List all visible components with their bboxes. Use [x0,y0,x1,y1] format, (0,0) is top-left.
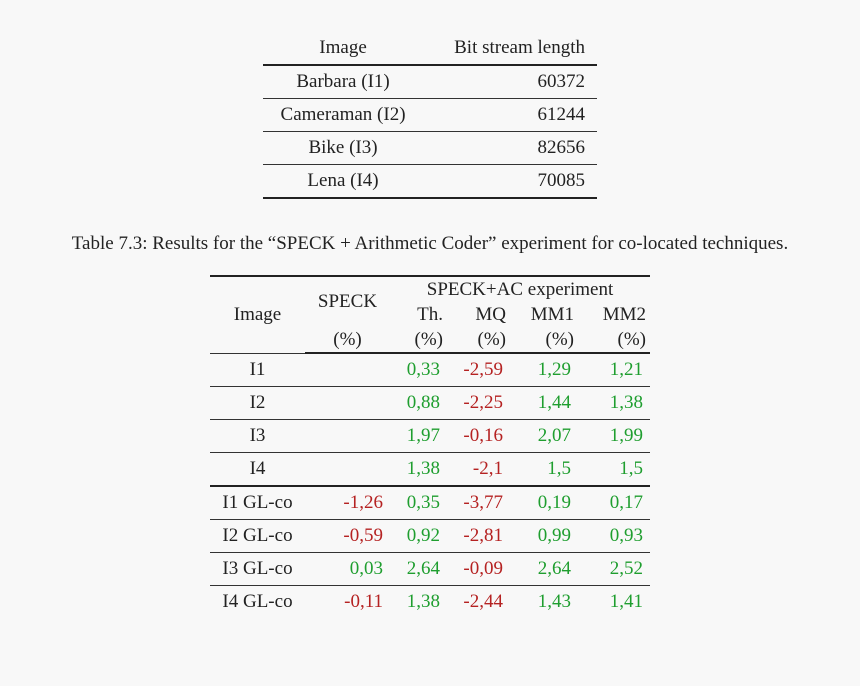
header-group: SPECK+AC experiment [426,278,614,300]
unit: (%) [447,327,510,354]
cell: 1,41 [578,585,650,618]
header-cell: MQ [475,303,506,325]
cell: 1,43 [510,585,578,618]
header-cell: Th. [417,303,443,325]
cell: 1,44 [510,386,578,420]
cell: -0,09 [447,552,510,586]
cell: 0,35 [390,485,447,520]
header-cell: MM2 [602,303,646,325]
cell: 2,07 [510,419,578,453]
cell: 1,29 [510,352,578,387]
unit: (%) [390,327,447,354]
cell [305,452,390,486]
bitstream-table: Image Bit stream length Barbara (I1) 6037… [263,31,597,199]
cell: 1,38 [390,452,447,486]
header-cell: MM1 [530,303,574,325]
cell: 0,19 [510,485,578,520]
table-row: I2 GL-co -0,59 0,92 -2,81 0,99 0,93 [210,519,650,553]
cell: 0,03 [305,552,390,586]
table-row: I1 0,33 -2,59 1,29 1,21 [210,352,650,387]
cell: 2,52 [578,552,650,586]
caption: Table 7.3: Results for the “SPECK + Arit… [71,233,789,254]
table-row: I4 GL-co -0,11 1,38 -2,44 1,43 1,41 [210,585,650,618]
table-row: I2 0,88 -2,25 1,44 1,38 [210,386,650,420]
row-label: I2 GL-co [210,519,305,553]
cell: -2,1 [447,452,510,486]
table-row: I3 1,97 -0,16 2,07 1,99 [210,419,650,453]
unit: (%) [305,327,390,354]
cell [305,386,390,420]
cell: -3,77 [447,485,510,520]
cell: -0,11 [305,585,390,618]
table-row: Lena (I4) 70085 [263,164,597,199]
cell: -2,25 [447,386,510,420]
cell: 1,38 [578,386,650,420]
cell: -1,26 [305,485,390,520]
header-cell: Bit stream length [454,36,585,58]
row-label: I1 [210,352,305,387]
cell: 82656 [423,131,597,165]
cell: 0,88 [390,386,447,420]
cell: 1,99 [578,419,650,453]
cell: 0,17 [578,485,650,520]
cell: 0,93 [578,519,650,553]
header-cell: SPECK [317,291,378,312]
cell: 60372 [423,64,597,99]
unit: (%) [510,327,578,354]
row-label: I2 [210,386,305,420]
cell: Barbara (I1) [263,64,424,99]
cell: 0,92 [390,519,447,553]
table-row: Cameraman (I2) 61244 [263,98,597,132]
header-cell: Image [233,303,282,325]
cell: 1,38 [390,585,447,618]
cell: 1,21 [578,352,650,387]
row-label: I3 [210,419,305,453]
table-row: Barbara (I1) 60372 [263,64,597,99]
table-row: I1 GL-co -1,26 0,35 -3,77 0,19 0,17 [210,485,650,520]
cell: 2,64 [510,552,578,586]
cell: 1,97 [390,419,447,453]
row-label: I4 [210,452,305,486]
cell: 0,33 [390,352,447,387]
results-table: Image SPECK SPECK+AC experiment Th. MQ M… [210,275,650,618]
table-row: Bike (I3) 82656 [263,131,597,165]
unit: (%) [578,327,650,354]
header-cell: Image [319,36,367,58]
cell: 2,64 [390,552,447,586]
cell: -2,59 [447,352,510,387]
cell: 61244 [423,98,597,132]
cell: Cameraman (I2) [263,98,424,132]
cell: 0,99 [510,519,578,553]
table-row: I3 GL-co 0,03 2,64 -0,09 2,64 2,52 [210,552,650,586]
cell [305,352,390,387]
cell [305,419,390,453]
cell: Bike (I3) [263,131,424,165]
row-label: I3 GL-co [210,552,305,586]
row-label: I1 GL-co [210,485,305,520]
cell: 1,5 [510,452,578,486]
cell: -0,16 [447,419,510,453]
cell: -2,81 [447,519,510,553]
cell: -0,59 [305,519,390,553]
table-row: I4 1,38 -2,1 1,5 1,5 [210,452,650,486]
cell: 1,5 [578,452,650,486]
row-label: I4 GL-co [210,585,305,618]
cell: -2,44 [447,585,510,618]
cell: 70085 [423,164,597,199]
cell: Lena (I4) [263,164,424,199]
